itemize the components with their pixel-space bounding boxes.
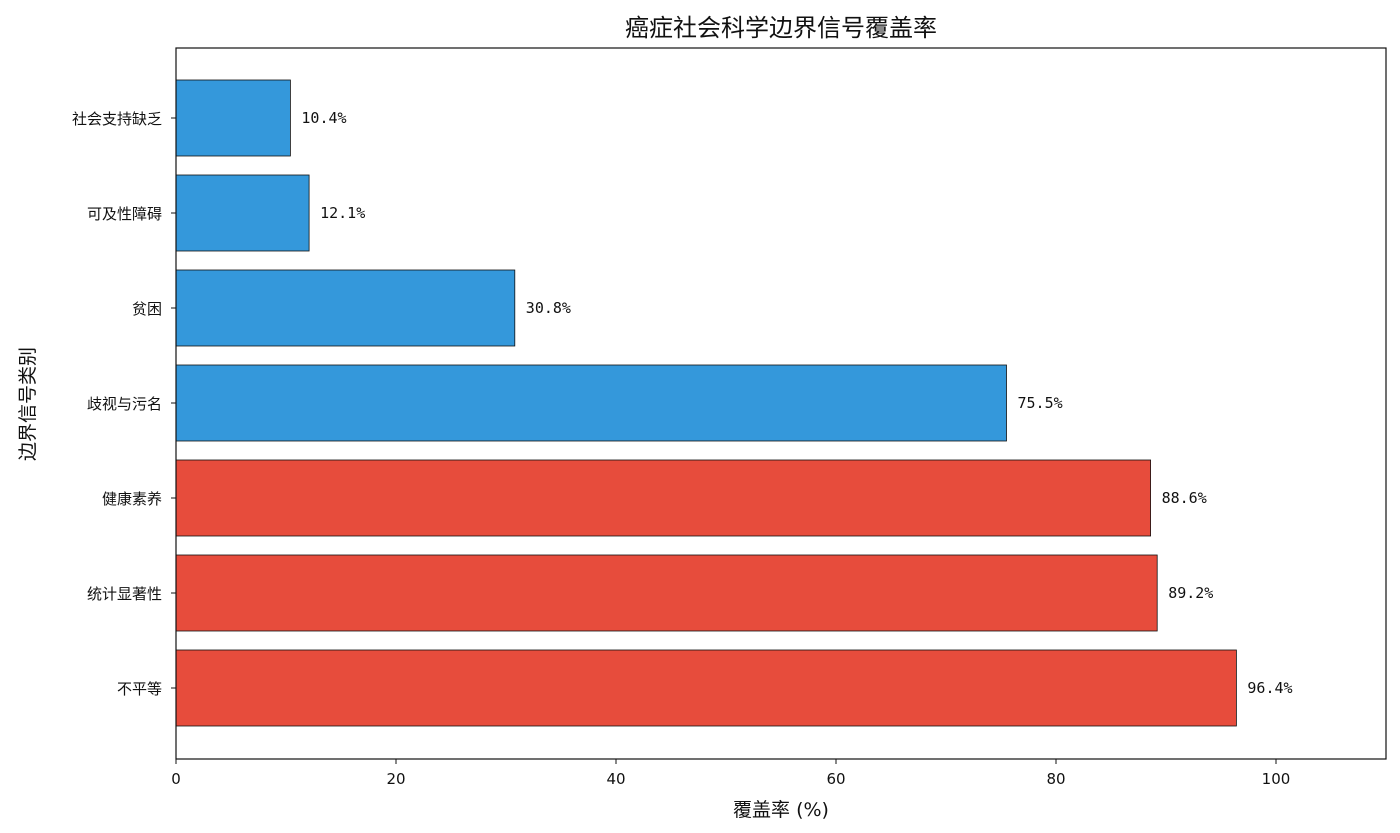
- y-tick-label: 可及性障碍: [87, 205, 162, 223]
- y-tick-label: 歧视与污名: [87, 395, 162, 413]
- y-tick-label: 不平等: [117, 680, 162, 698]
- bar-value-label: 89.2%: [1168, 584, 1213, 602]
- bars-group: 96.4% 89.2% 88.6% 75.5% 30.8% 12.1% 10.4%: [175, 79, 1293, 727]
- bar-value-label: 96.4%: [1247, 679, 1292, 697]
- bar: [175, 459, 1151, 537]
- x-tick-label: 40: [606, 770, 625, 788]
- x-tick-label: 0: [171, 770, 181, 788]
- x-tick-label: 100: [1262, 770, 1291, 788]
- bar-value-label: 30.8%: [526, 299, 571, 317]
- x-axis-ticks: 0 20 40 60 80 100: [171, 759, 1290, 788]
- bar-value-label: 88.6%: [1162, 489, 1207, 507]
- y-tick-label: 贫困: [132, 300, 162, 318]
- chart-title: 癌症社会科学边界信号覆盖率: [625, 14, 937, 42]
- x-tick-label: 20: [386, 770, 405, 788]
- x-tick-label: 60: [826, 770, 845, 788]
- y-tick-label: 健康素养: [102, 490, 162, 508]
- y-axis-ticks: 不平等 统计显著性 健康素养 歧视与污名 贫困 可及性障碍 社会支持缺乏: [72, 110, 176, 698]
- plot-frame: [175, 47, 1387, 760]
- bar: [175, 269, 516, 347]
- bar-value-label: 10.4%: [301, 109, 346, 127]
- bar: [175, 649, 1237, 727]
- bar: [175, 174, 310, 252]
- y-tick-label: 统计显著性: [87, 585, 162, 603]
- bar-value-label: 12.1%: [320, 204, 365, 222]
- bar: [175, 364, 1007, 442]
- bar-value-label: 75.5%: [1018, 394, 1063, 412]
- bar: [175, 79, 291, 157]
- bar: [175, 554, 1158, 632]
- x-tick-label: 80: [1046, 770, 1065, 788]
- y-axis-label: 边界信号类别: [17, 347, 39, 461]
- y-tick-label: 社会支持缺乏: [72, 110, 162, 128]
- x-axis-label: 覆盖率 (%): [733, 799, 829, 821]
